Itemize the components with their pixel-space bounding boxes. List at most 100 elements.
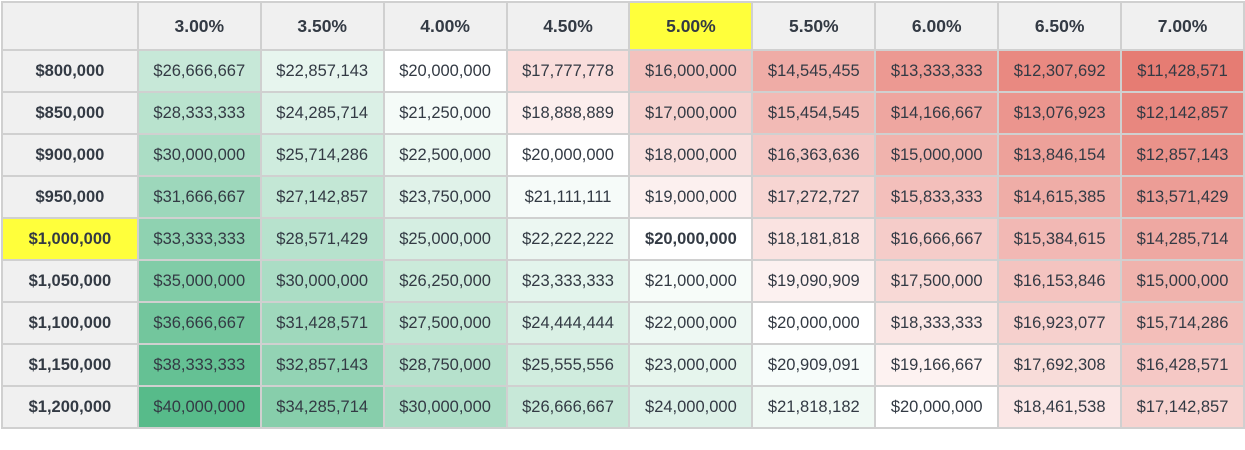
value-cell[interactable]: $16,000,000 — [628, 49, 754, 93]
value-cell[interactable]: $32,857,143 — [259, 343, 385, 387]
value-cell[interactable]: $11,428,571 — [1120, 49, 1245, 93]
value-cell[interactable]: $21,111,111 — [505, 175, 631, 219]
value-cell[interactable]: $22,500,000 — [382, 133, 508, 177]
value-cell[interactable]: $24,000,000 — [628, 385, 754, 429]
value-cell[interactable]: $25,555,556 — [505, 343, 631, 387]
value-cell[interactable]: $18,888,889 — [505, 91, 631, 135]
value-cell[interactable]: $25,000,000 — [382, 217, 508, 261]
value-cell[interactable]: $25,714,286 — [259, 133, 385, 177]
value-cell[interactable]: $27,142,857 — [259, 175, 385, 219]
value-cell[interactable]: $13,571,429 — [1120, 175, 1245, 219]
row-header[interactable]: $950,000 — [1, 175, 139, 219]
value-cell[interactable]: $22,222,222 — [505, 217, 631, 261]
value-cell[interactable]: $16,153,846 — [997, 259, 1123, 303]
value-cell[interactable]: $21,818,182 — [751, 385, 877, 429]
column-header[interactable]: 3.50% — [259, 1, 385, 51]
value-cell[interactable]: $14,615,385 — [997, 175, 1123, 219]
value-cell[interactable]: $14,166,667 — [874, 91, 1000, 135]
column-header[interactable]: 3.00% — [136, 1, 262, 51]
value-cell[interactable]: $16,666,667 — [874, 217, 1000, 261]
value-cell[interactable]: $14,285,714 — [1120, 217, 1245, 261]
value-cell[interactable]: $20,909,091 — [751, 343, 877, 387]
value-cell[interactable]: $35,000,000 — [136, 259, 262, 303]
value-cell[interactable]: $26,666,667 — [505, 385, 631, 429]
value-cell[interactable]: $30,000,000 — [136, 133, 262, 177]
column-header[interactable]: 4.50% — [505, 1, 631, 51]
column-header[interactable]: 5.50% — [751, 1, 877, 51]
value-cell[interactable]: $17,777,778 — [505, 49, 631, 93]
value-cell[interactable]: $20,000,000 — [874, 385, 1000, 429]
value-cell[interactable]: $15,454,545 — [751, 91, 877, 135]
value-cell[interactable]: $15,714,286 — [1120, 301, 1245, 345]
value-cell[interactable]: $23,333,333 — [505, 259, 631, 303]
value-cell[interactable]: $40,000,000 — [136, 385, 262, 429]
value-cell[interactable]: $13,846,154 — [997, 133, 1123, 177]
value-cell[interactable]: $27,500,000 — [382, 301, 508, 345]
row-header[interactable]: $1,000,000 — [1, 217, 139, 261]
value-cell[interactable]: $36,666,667 — [136, 301, 262, 345]
value-cell[interactable]: $15,000,000 — [1120, 259, 1245, 303]
column-header[interactable]: 6.50% — [997, 1, 1123, 51]
value-cell[interactable]: $30,000,000 — [382, 385, 508, 429]
column-header[interactable]: 5.00% — [628, 1, 754, 51]
value-cell[interactable]: $15,384,615 — [997, 217, 1123, 261]
value-cell[interactable]: $21,250,000 — [382, 91, 508, 135]
value-cell[interactable]: $12,857,143 — [1120, 133, 1245, 177]
value-cell[interactable]: $17,142,857 — [1120, 385, 1245, 429]
row-header[interactable]: $1,200,000 — [1, 385, 139, 429]
value-cell[interactable]: $38,333,333 — [136, 343, 262, 387]
value-cell[interactable]: $26,666,667 — [136, 49, 262, 93]
column-header[interactable]: 6.00% — [874, 1, 1000, 51]
value-cell[interactable]: $23,750,000 — [382, 175, 508, 219]
value-cell[interactable]: $14,545,455 — [751, 49, 877, 93]
value-cell[interactable]: $15,833,333 — [874, 175, 1000, 219]
value-cell[interactable]: $16,428,571 — [1120, 343, 1245, 387]
value-cell[interactable]: $16,923,077 — [997, 301, 1123, 345]
value-cell[interactable]: $15,000,000 — [874, 133, 1000, 177]
value-cell[interactable]: $12,307,692 — [997, 49, 1123, 93]
value-cell[interactable]: $17,500,000 — [874, 259, 1000, 303]
value-cell[interactable]: $22,000,000 — [628, 301, 754, 345]
row-header[interactable]: $850,000 — [1, 91, 139, 135]
value-cell[interactable]: $28,333,333 — [136, 91, 262, 135]
value-cell[interactable]: $19,090,909 — [751, 259, 877, 303]
corner-cell[interactable] — [1, 1, 139, 51]
value-cell[interactable]: $17,692,308 — [997, 343, 1123, 387]
value-cell[interactable]: $13,333,333 — [874, 49, 1000, 93]
value-cell[interactable]: $26,250,000 — [382, 259, 508, 303]
value-cell[interactable]: $31,428,571 — [259, 301, 385, 345]
value-cell[interactable]: $28,750,000 — [382, 343, 508, 387]
row-header[interactable]: $900,000 — [1, 133, 139, 177]
value-cell[interactable]: $23,000,000 — [628, 343, 754, 387]
value-cell[interactable]: $18,333,333 — [874, 301, 1000, 345]
row-header[interactable]: $1,100,000 — [1, 301, 139, 345]
value-cell[interactable]: $20,000,000 — [382, 49, 508, 93]
value-cell[interactable]: $20,000,000 — [751, 301, 877, 345]
value-cell[interactable]: $34,285,714 — [259, 385, 385, 429]
column-header[interactable]: 7.00% — [1120, 1, 1245, 51]
value-cell[interactable]: $24,285,714 — [259, 91, 385, 135]
value-cell[interactable]: $33,333,333 — [136, 217, 262, 261]
value-cell[interactable]: $12,142,857 — [1120, 91, 1245, 135]
value-cell[interactable]: $17,272,727 — [751, 175, 877, 219]
row-header[interactable]: $1,150,000 — [1, 343, 139, 387]
value-cell[interactable]: $18,461,538 — [997, 385, 1123, 429]
value-cell[interactable]: $19,000,000 — [628, 175, 754, 219]
column-header[interactable]: 4.00% — [382, 1, 508, 51]
row-header[interactable]: $800,000 — [1, 49, 139, 93]
value-cell[interactable]: $16,363,636 — [751, 133, 877, 177]
value-cell[interactable]: $28,571,429 — [259, 217, 385, 261]
row-header[interactable]: $1,050,000 — [1, 259, 139, 303]
value-cell[interactable]: $20,000,000 — [628, 217, 754, 261]
value-cell[interactable]: $18,000,000 — [628, 133, 754, 177]
value-cell[interactable]: $20,000,000 — [505, 133, 631, 177]
value-cell[interactable]: $30,000,000 — [259, 259, 385, 303]
value-cell[interactable]: $13,076,923 — [997, 91, 1123, 135]
value-cell[interactable]: $18,181,818 — [751, 217, 877, 261]
value-cell[interactable]: $31,666,667 — [136, 175, 262, 219]
value-cell[interactable]: $17,000,000 — [628, 91, 754, 135]
value-cell[interactable]: $24,444,444 — [505, 301, 631, 345]
value-cell[interactable]: $21,000,000 — [628, 259, 754, 303]
value-cell[interactable]: $19,166,667 — [874, 343, 1000, 387]
value-cell[interactable]: $22,857,143 — [259, 49, 385, 93]
